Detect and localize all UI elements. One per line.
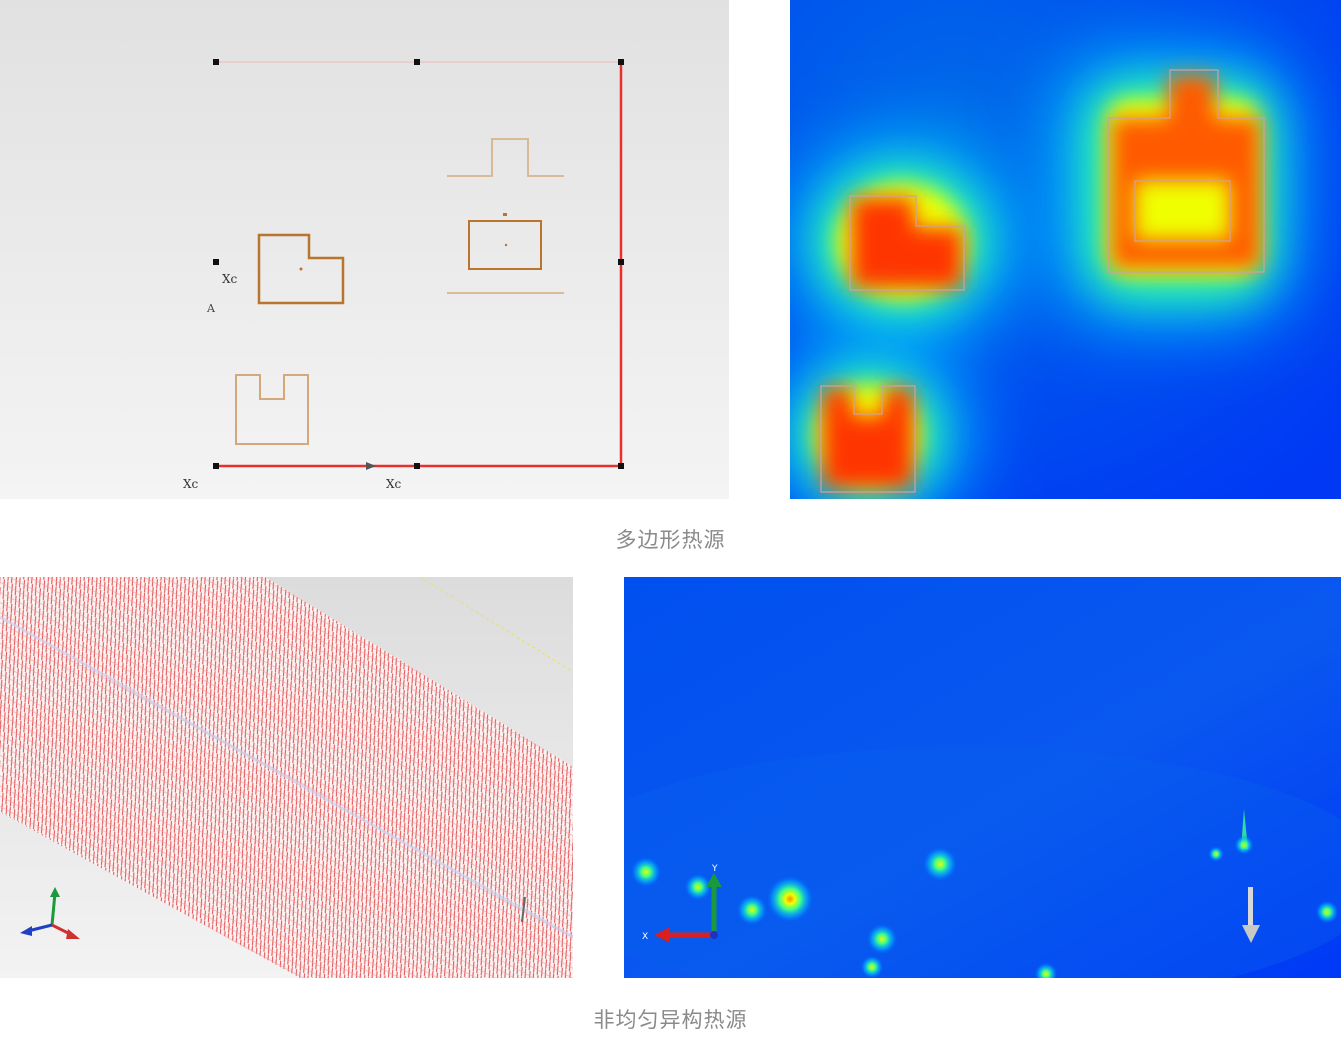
axis-triad-icon: Y X [642,864,722,943]
caption-nonuniform: 非均匀异构热源 [593,1008,748,1032]
axis-label: A [206,302,216,315]
mesh-view[interactable] [0,577,573,978]
nonuniform-heatmap-view[interactable]: Y X [624,577,1341,978]
edge-guide-line [419,577,573,673]
heat-spots [630,809,1339,978]
heat-source-rectangle[interactable] [468,220,542,270]
vertex-markers[interactable] [213,59,624,469]
heat-source-notch-shape[interactable] [235,374,309,445]
dimension-label: Xc [183,477,199,491]
probe-marker [521,896,526,923]
heat-spot-medium [792,142,1012,342]
heat-spot-large [1060,60,1290,320]
caption-polygon: 多边形热源 [615,528,726,552]
heat-source-top-profile[interactable] [447,138,564,177]
axis-triad-icon [20,887,80,939]
polygon-heatmap-view[interactable] [790,0,1341,499]
dimension-label: Xc [222,272,238,286]
triad-label-x: X [642,932,648,942]
direction-arrow-icon [366,462,376,470]
triad-label-y: Y [711,864,718,874]
mesh-grid [0,577,573,978]
down-arrow-icon [1242,887,1260,943]
dimension-label: Xc [386,477,402,491]
cad-sketch-view[interactable]: Xc A Xc Xc [0,0,729,499]
heat-source-l-shape[interactable] [257,233,345,305]
heat-spot-small [790,345,965,499]
